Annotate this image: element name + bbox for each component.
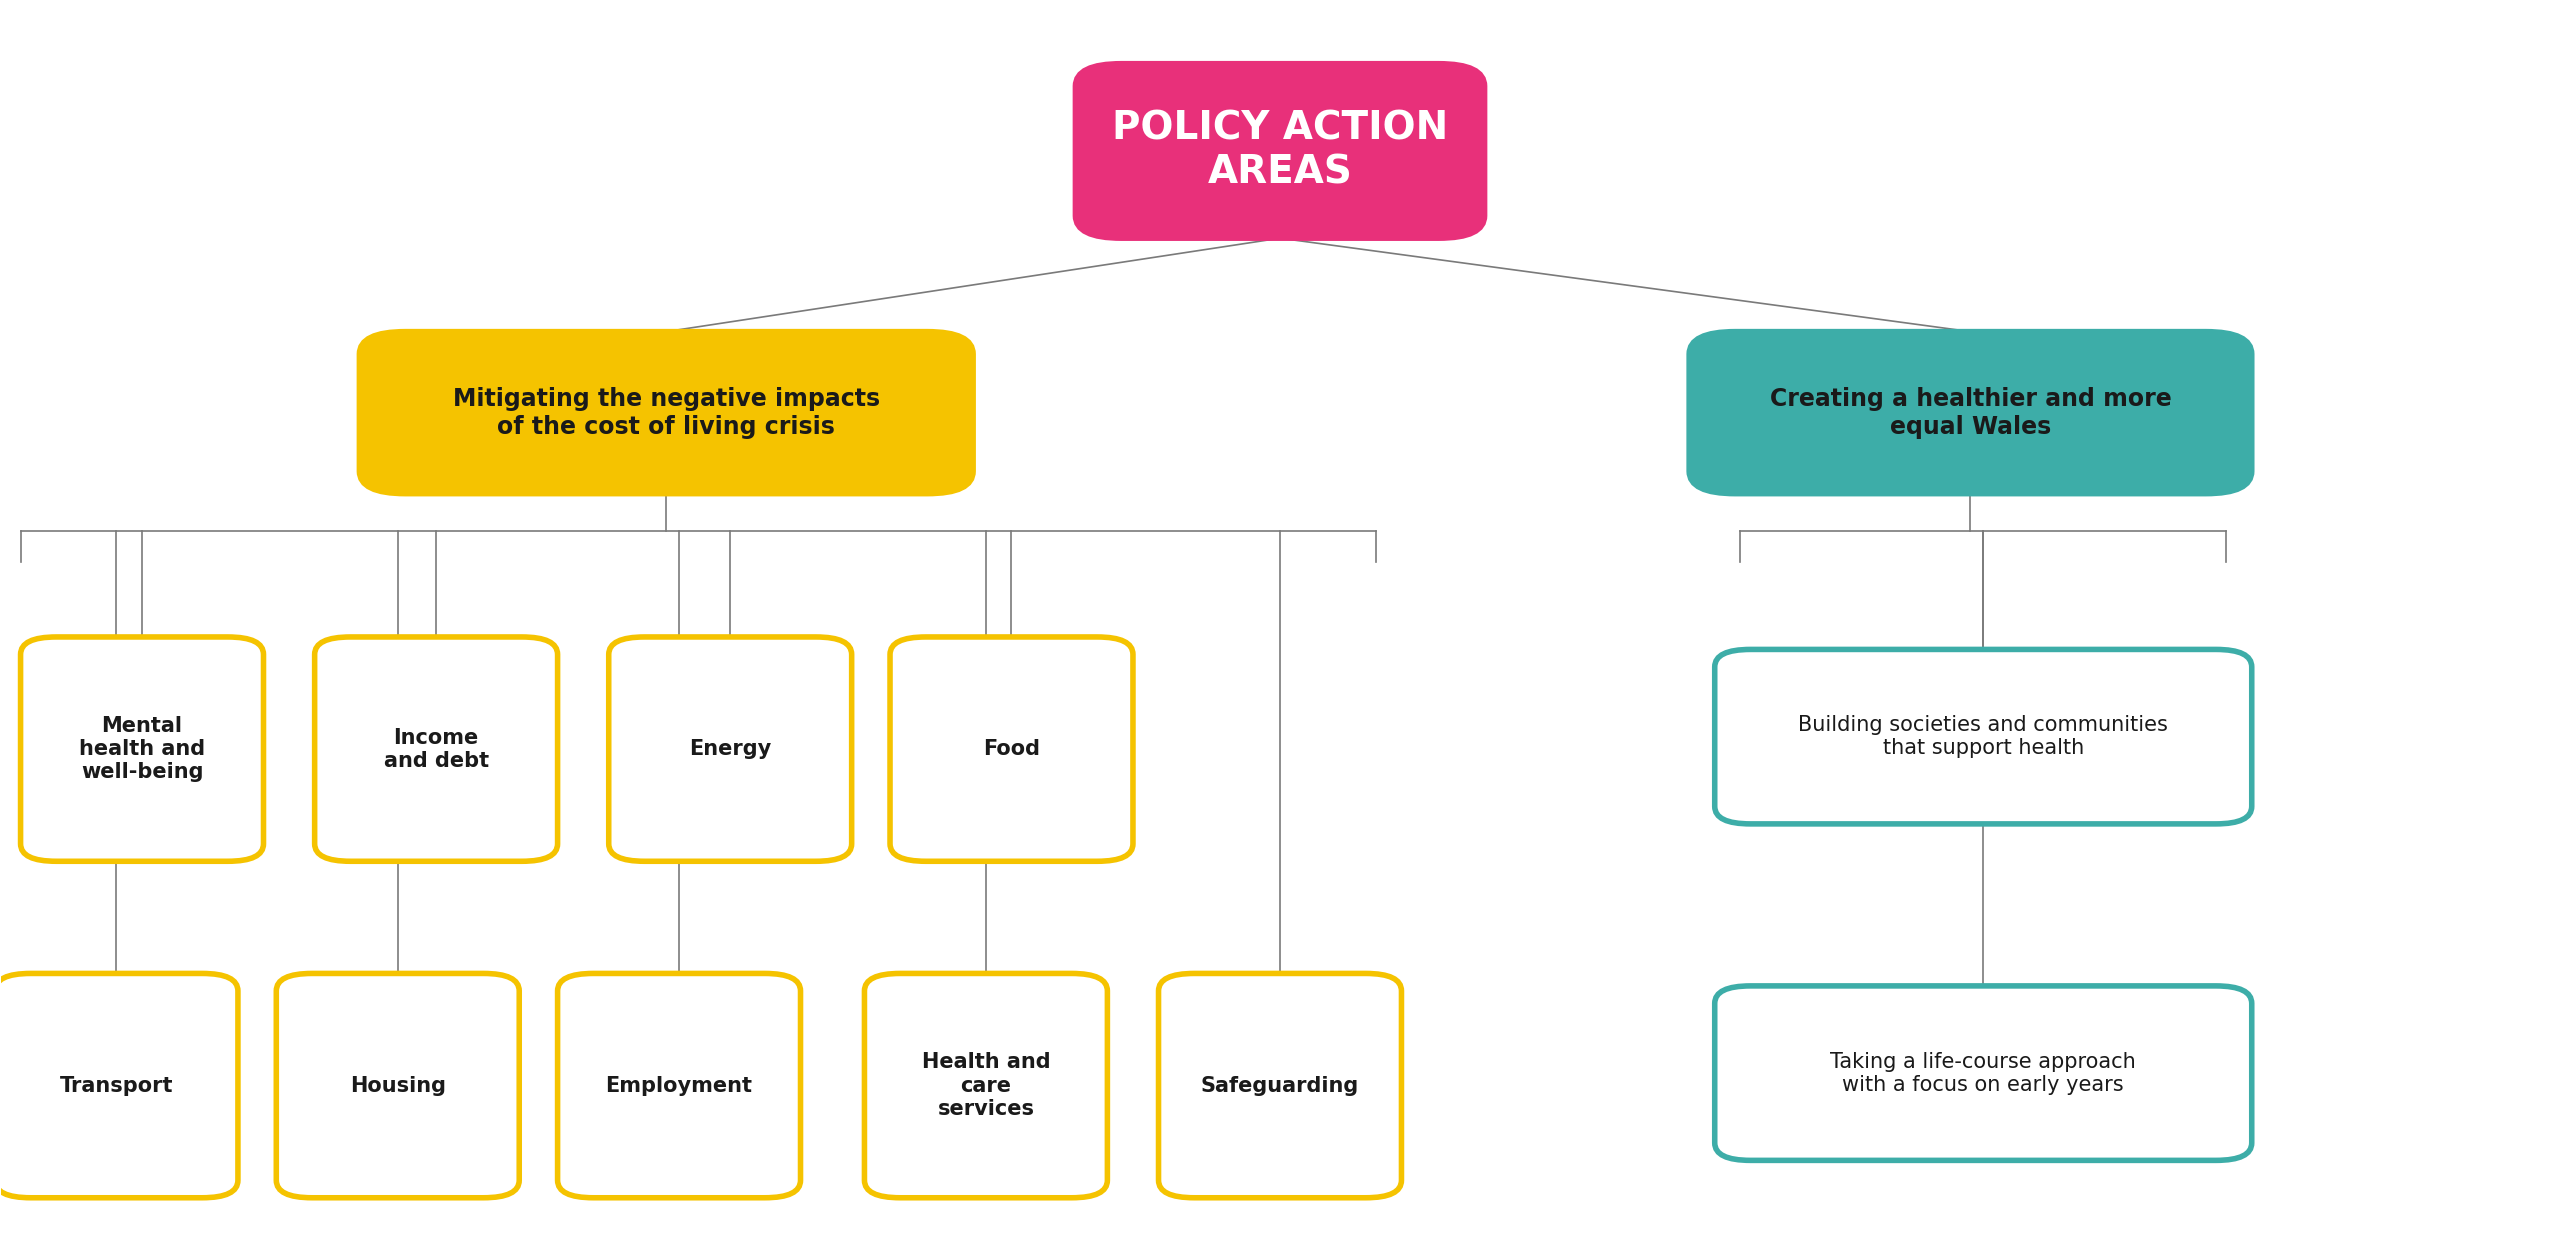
FancyBboxPatch shape bbox=[1160, 973, 1400, 1198]
FancyBboxPatch shape bbox=[1715, 985, 2253, 1160]
FancyBboxPatch shape bbox=[276, 973, 520, 1198]
Text: Taking a life-course approach
with a focus on early years: Taking a life-course approach with a foc… bbox=[1830, 1052, 2135, 1094]
FancyBboxPatch shape bbox=[358, 332, 973, 493]
FancyBboxPatch shape bbox=[1690, 332, 2253, 493]
FancyBboxPatch shape bbox=[315, 637, 558, 862]
FancyBboxPatch shape bbox=[891, 637, 1134, 862]
Text: POLICY ACTION
AREAS: POLICY ACTION AREAS bbox=[1111, 110, 1449, 192]
FancyBboxPatch shape bbox=[0, 973, 238, 1198]
FancyBboxPatch shape bbox=[609, 637, 852, 862]
Text: Building societies and communities
that support health: Building societies and communities that … bbox=[1797, 716, 2168, 758]
FancyBboxPatch shape bbox=[558, 973, 801, 1198]
FancyBboxPatch shape bbox=[1715, 649, 2253, 824]
Text: Housing: Housing bbox=[351, 1075, 445, 1095]
Text: Health and
care
services: Health and care services bbox=[922, 1053, 1050, 1119]
Text: Energy: Energy bbox=[689, 739, 771, 759]
FancyBboxPatch shape bbox=[20, 637, 264, 862]
FancyBboxPatch shape bbox=[865, 973, 1108, 1198]
Text: Income
and debt: Income and debt bbox=[384, 727, 489, 771]
FancyBboxPatch shape bbox=[1075, 64, 1485, 239]
Text: Mitigating the negative impacts
of the cost of living crisis: Mitigating the negative impacts of the c… bbox=[453, 387, 881, 438]
Text: Mental
health and
well-being: Mental health and well-being bbox=[79, 716, 205, 782]
Text: Creating a healthier and more
equal Wales: Creating a healthier and more equal Wale… bbox=[1769, 387, 2171, 438]
Text: Employment: Employment bbox=[607, 1075, 753, 1095]
Text: Food: Food bbox=[983, 739, 1039, 759]
Text: Safeguarding: Safeguarding bbox=[1201, 1075, 1359, 1095]
Text: Transport: Transport bbox=[59, 1075, 174, 1095]
